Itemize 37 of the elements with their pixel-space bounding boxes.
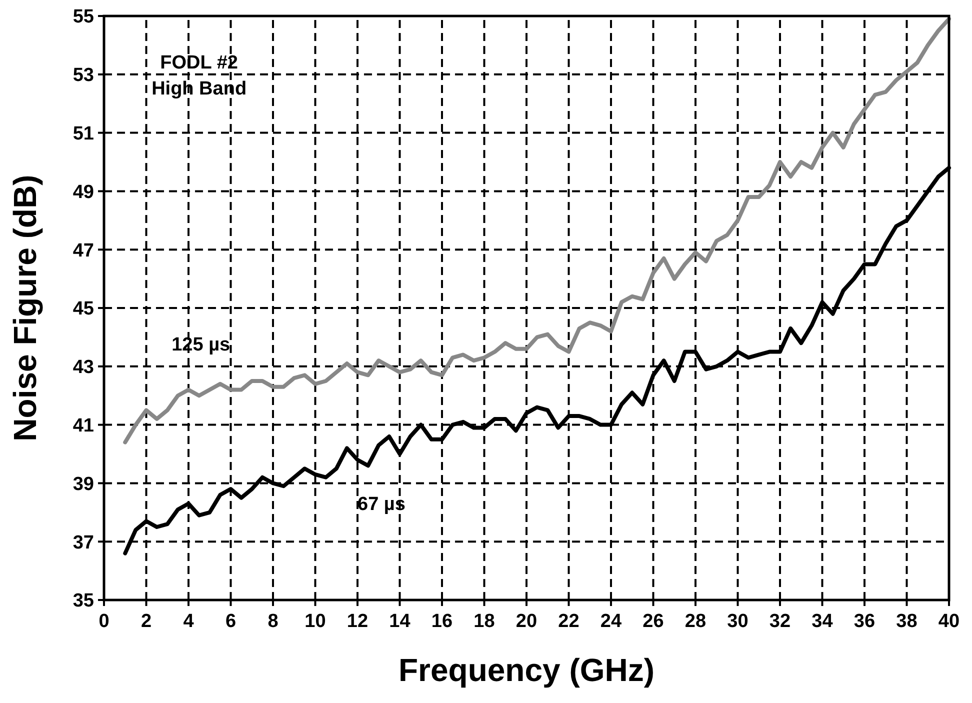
x-tick-label: 0 <box>98 611 110 632</box>
y-tick-label: 53 <box>72 65 94 86</box>
y-tick-label: 45 <box>72 298 94 320</box>
x-tick-label: 14 <box>389 611 411 632</box>
line-series <box>123 16 951 444</box>
x-tick-label: 4 <box>183 611 194 632</box>
x-axis-title: Frequency (GHz) <box>398 652 655 688</box>
y-tick-label: 39 <box>72 474 94 495</box>
x-tick-label: 12 <box>346 611 368 632</box>
y-axis-title: Noise Figure (dB) <box>7 174 43 442</box>
y-tick-label: 37 <box>72 532 94 554</box>
series-label: 67 µs <box>358 494 406 515</box>
y-tick-label: 47 <box>72 240 94 262</box>
annotation: FODL #2 High Band <box>152 52 247 100</box>
x-tick-label: 32 <box>769 611 791 632</box>
x-tick-label: 18 <box>474 611 495 632</box>
y-tick-label: 49 <box>72 182 94 203</box>
x-tick-label: 36 <box>854 611 876 632</box>
y-tick-label: 55 <box>72 6 94 28</box>
x-tick-label: 10 <box>304 611 326 632</box>
y-tick-label: 41 <box>72 415 94 436</box>
x-tick-label: 20 <box>516 611 538 632</box>
y-tick-label: 35 <box>72 590 94 612</box>
x-tick-label: 28 <box>684 611 706 632</box>
x-tick-label: 22 <box>558 611 580 632</box>
x-tick-label: 40 <box>938 611 960 632</box>
x-tick-label: 2 <box>140 611 152 632</box>
y-tick-label: 43 <box>72 357 94 378</box>
x-tick-label: 16 <box>431 611 453 632</box>
x-tick-label: 6 <box>225 611 236 632</box>
x-tick-label: 38 <box>896 611 918 632</box>
x-tick-label: 30 <box>727 611 748 632</box>
y-tick-label: 51 <box>72 123 94 144</box>
x-tick-label: 24 <box>600 611 622 632</box>
x-tick-label: 34 <box>812 611 834 632</box>
x-tick-label: 26 <box>642 611 664 632</box>
x-tick-label: 8 <box>268 611 278 632</box>
